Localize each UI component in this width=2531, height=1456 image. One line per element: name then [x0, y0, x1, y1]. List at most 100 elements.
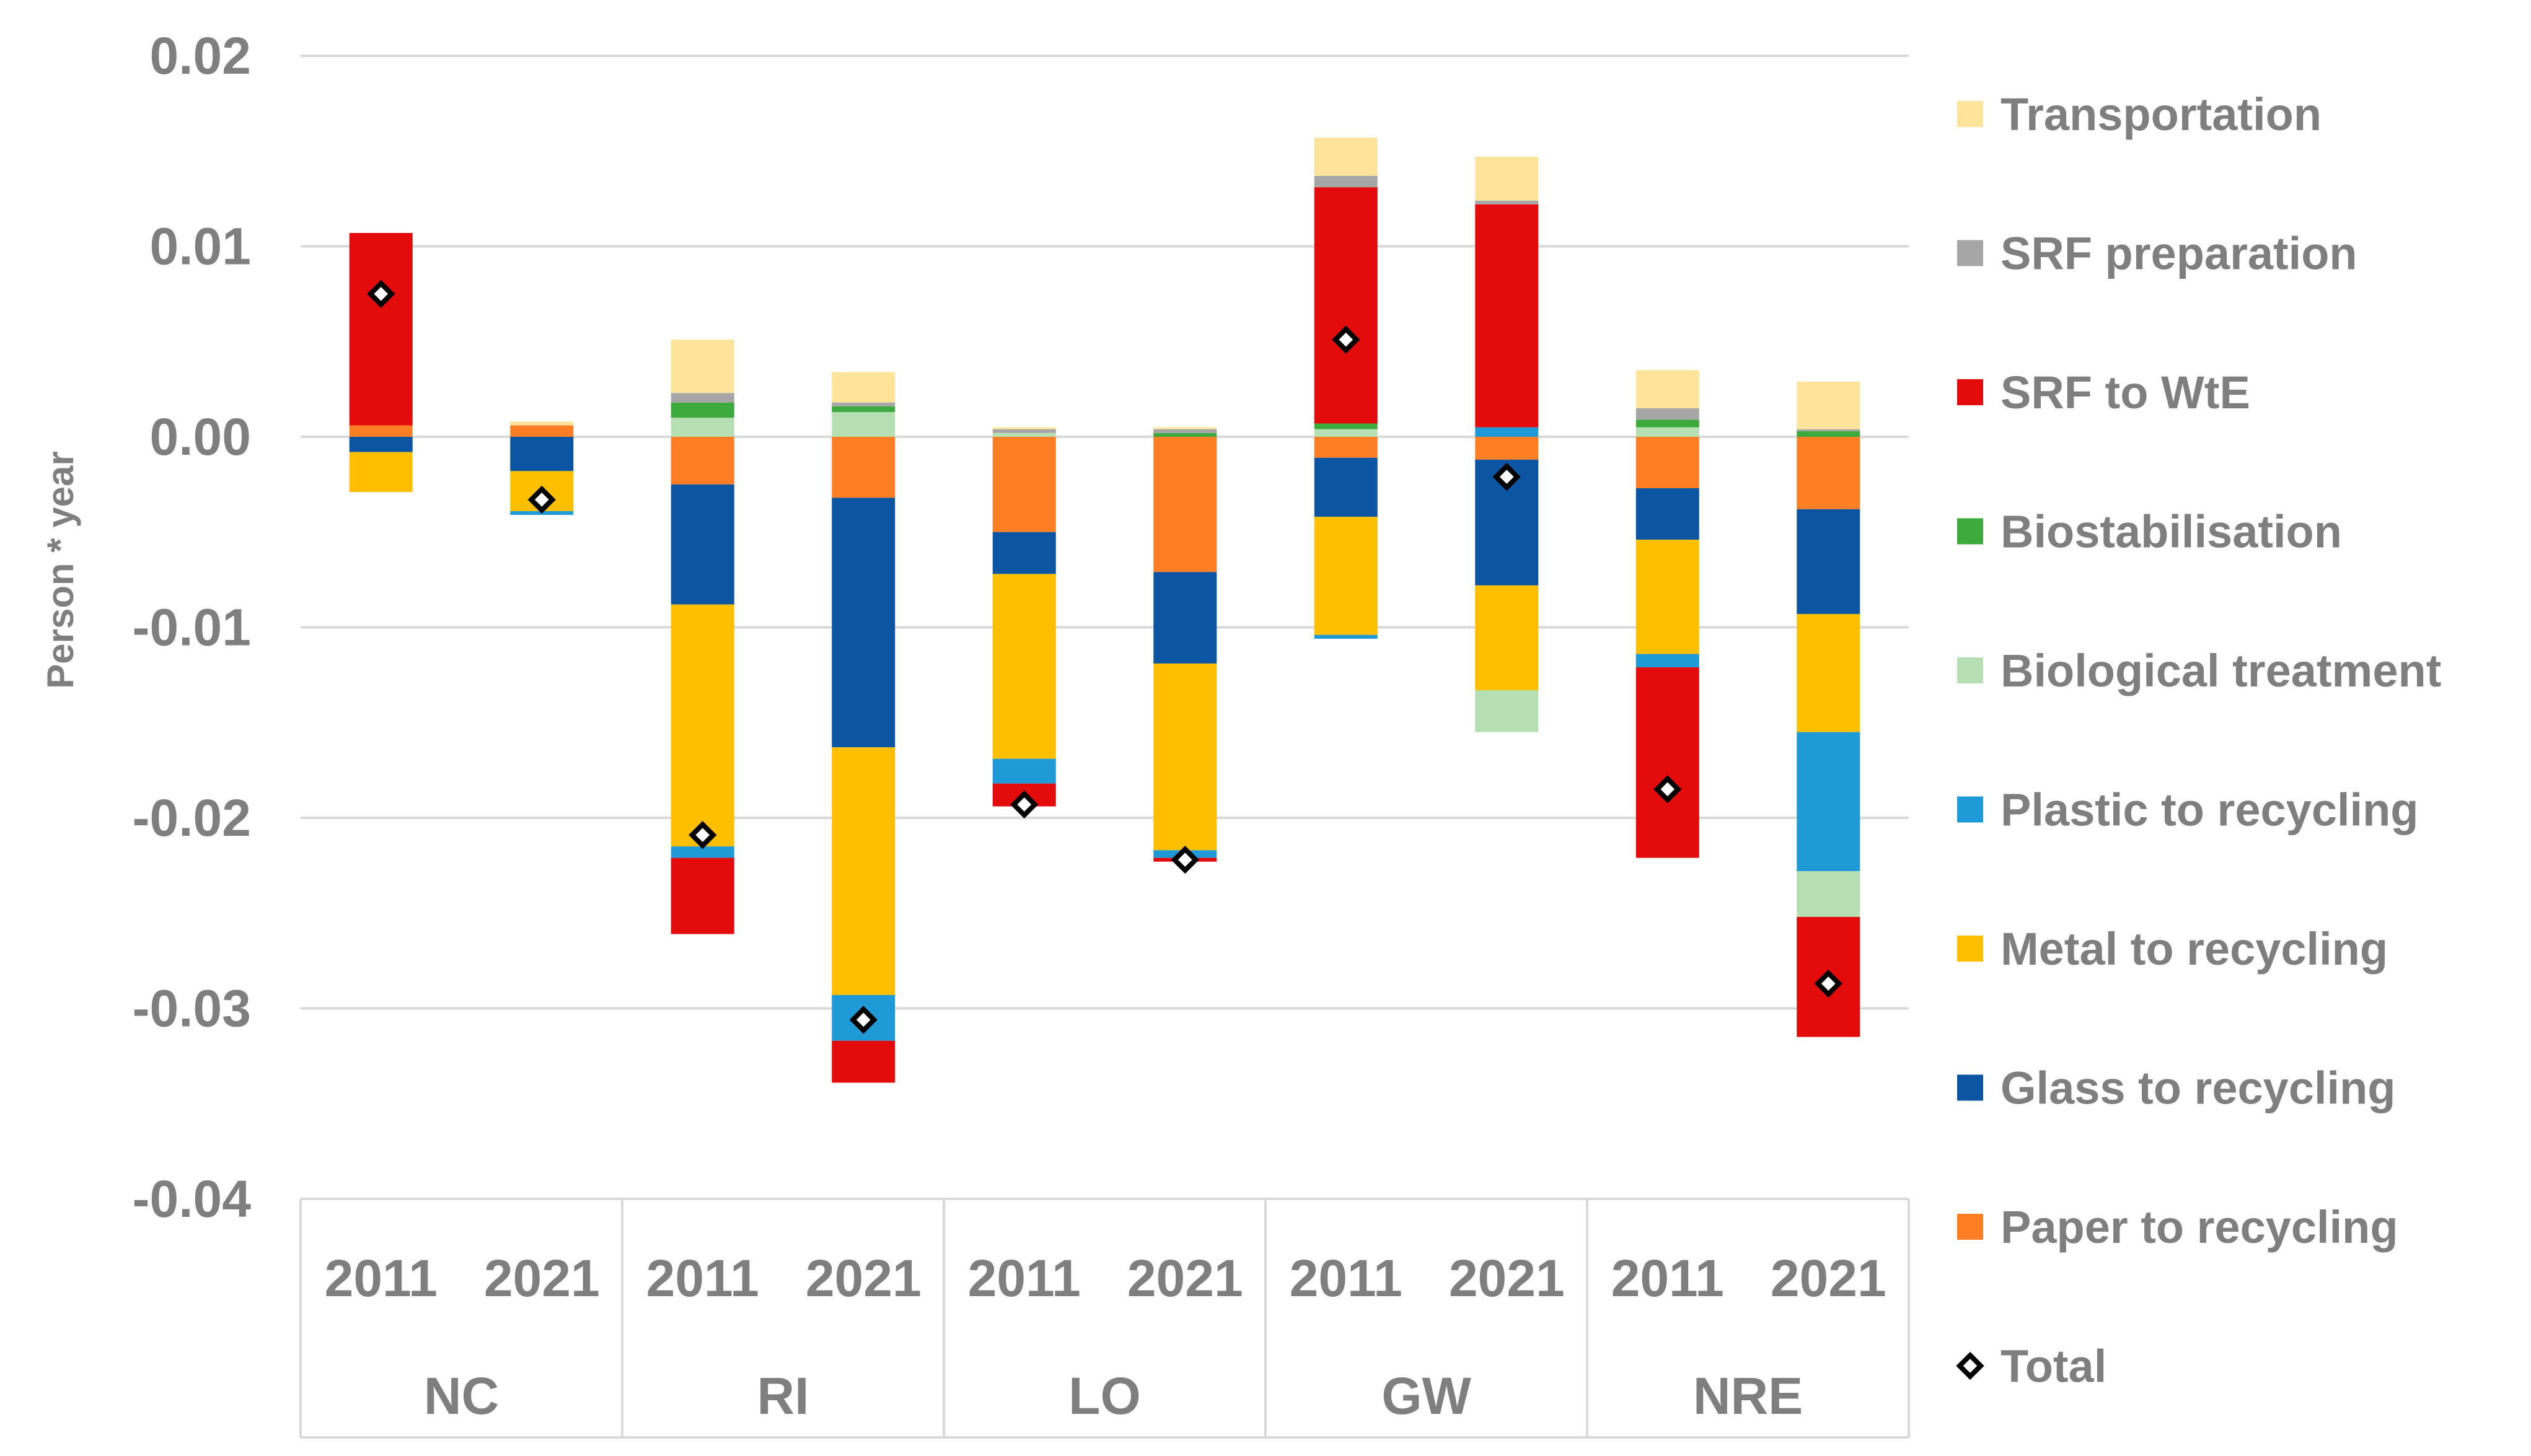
bar-segment-glass-to-recycling [832, 498, 896, 748]
bar-segment-metal-to-recycling [832, 747, 896, 995]
bar-segment-srf-preparation [832, 402, 896, 406]
legend-swatch [1957, 1214, 1983, 1240]
bar-segment-transportation [671, 340, 734, 393]
legend-label: SRF preparation [2001, 228, 2357, 279]
legend-swatch [1957, 796, 1983, 823]
x-tick-label: 2021 [1449, 1249, 1565, 1307]
total-marker [527, 485, 556, 514]
x-tick-label: 2021 [806, 1249, 922, 1307]
legend-swatch [1957, 240, 1983, 266]
bar-segment-paper-to-recycling [1635, 437, 1699, 489]
bar-segment-transportation [1475, 156, 1539, 201]
bar-segment-srf-preparation [671, 393, 734, 403]
x-tick-label: 2021 [484, 1249, 600, 1307]
y-tick-label: -0.02 [133, 789, 251, 847]
legend-swatch [1957, 657, 1983, 683]
x-group-label: GW [1381, 1367, 1471, 1425]
total-marker [367, 279, 395, 309]
legend-swatch [1957, 936, 1983, 962]
total-marker [1653, 775, 1682, 804]
bar-segment-transportation [992, 427, 1056, 429]
total-marker [1332, 325, 1360, 354]
bar-segment-paper-to-recycling [1153, 437, 1217, 572]
total-marker [1171, 845, 1199, 874]
legend-label: Glass to recycling [2001, 1063, 2396, 1114]
y-tick-label: 0.01 [150, 217, 252, 276]
bar-segment-transportation [510, 421, 574, 426]
bar-segment-biostabilisation [1314, 423, 1378, 429]
legend-label: Biostabilisation [2001, 506, 2342, 558]
bar-segment-biostabilisation [671, 402, 734, 418]
bar-segment-metal-to-recycling [1314, 517, 1378, 635]
bar-segment-glass-to-recycling [1797, 509, 1860, 614]
bar-segment-srf-to-wte [1475, 204, 1539, 428]
bar-segment-plastic-to-recycling [1314, 634, 1378, 639]
legend-label: Plastic to recycling [2001, 784, 2419, 836]
x-group-label: NC [424, 1367, 499, 1425]
bar-segment-srf-preparation [992, 429, 1056, 433]
bar-segment-transportation [832, 372, 896, 403]
bar-segment-biostabilisation [1635, 419, 1699, 428]
total-marker [849, 1006, 878, 1034]
x-tick-label: 2011 [1611, 1249, 1724, 1307]
legend-label: Metal to recycling [2001, 923, 2388, 975]
bar-segment-glass-to-recycling [671, 484, 734, 605]
y-tick-label: -0.01 [133, 599, 251, 657]
x-group-label: LO [1068, 1367, 1141, 1425]
bars [349, 138, 1860, 1083]
x-tick-label: 2011 [968, 1249, 1081, 1307]
legend-label: Total [2001, 1341, 2106, 1392]
bar-segment-srf-to-wte [1314, 187, 1378, 424]
bar-segment-paper-to-recycling [671, 437, 734, 485]
bar-segment-transportation [1635, 370, 1699, 408]
legend-label: SRF to WtE [2001, 367, 2250, 418]
bar-segment-biological-treatment [1314, 429, 1378, 437]
x-tick-label: 2021 [1127, 1249, 1243, 1307]
bar-segment-plastic-to-recycling [1475, 427, 1539, 437]
legend-label: Biological treatment [2001, 645, 2441, 696]
x-tick-label: 2011 [646, 1249, 759, 1307]
bar-segment-transportation [1314, 138, 1378, 176]
y-tick-label: 0.02 [150, 27, 252, 85]
bar-segment-metal-to-recycling [1635, 540, 1699, 654]
bar-segment-biostabilisation [832, 406, 896, 413]
bar-segment-transportation [1797, 381, 1860, 429]
bar-segment-glass-to-recycling [1153, 572, 1217, 664]
bar-segment-plastic-to-recycling [1797, 732, 1860, 872]
legend-label: Paper to recycling [2001, 1201, 2398, 1253]
total-markers [367, 279, 1842, 1034]
bar-segment-plastic-to-recycling [671, 846, 734, 858]
bar-segment-paper-to-recycling [832, 437, 896, 498]
bar-segment-biostabilisation [1797, 431, 1860, 437]
bar-segment-glass-to-recycling [1635, 488, 1699, 540]
bar-segment-metal-to-recycling [1153, 663, 1217, 851]
x-group-label: RI [757, 1367, 809, 1425]
axes: 0.02 0.01 0.00 -0.01 -0.02 -0.03 -0.04 2011 2021… [133, 27, 1910, 1439]
bar-segment-plastic-to-recycling [1635, 654, 1699, 668]
bar-segment-glass-to-recycling [1314, 457, 1378, 517]
legend-label: Transportation [2001, 89, 2322, 140]
bar-segment-paper-to-recycling [510, 425, 574, 437]
bar-segment-plastic-to-recycling [992, 758, 1056, 784]
bar-segment-srf-to-wte [832, 1040, 896, 1083]
bar-segment-srf-preparation [1635, 408, 1699, 420]
bar-segment-biological-treatment [671, 418, 734, 437]
x-tick-label: 2021 [1771, 1249, 1886, 1307]
bar-segment-srf-to-wte [1635, 667, 1699, 858]
bar-segment-paper-to-recycling [349, 425, 413, 437]
bar-segment-metal-to-recycling [349, 452, 413, 493]
bar-segment-metal-to-recycling [1797, 613, 1860, 732]
bar-segment-srf-preparation [1475, 200, 1539, 204]
bar-segment-srf-to-wte [349, 232, 413, 426]
bar-segment-glass-to-recycling [992, 532, 1056, 574]
legend: Transportation SRF preparation SRF to WtE B… [1956, 89, 2441, 1392]
legend-swatch [1957, 101, 1983, 127]
bar-segment-srf-preparation [1153, 429, 1217, 433]
total-marker [689, 821, 717, 849]
y-tick-label: -0.04 [133, 1170, 252, 1228]
bar-segment-biological-treatment [992, 432, 1056, 437]
y-tick-label: 0.00 [150, 408, 252, 466]
bar-segment-srf-preparation [1797, 429, 1860, 431]
